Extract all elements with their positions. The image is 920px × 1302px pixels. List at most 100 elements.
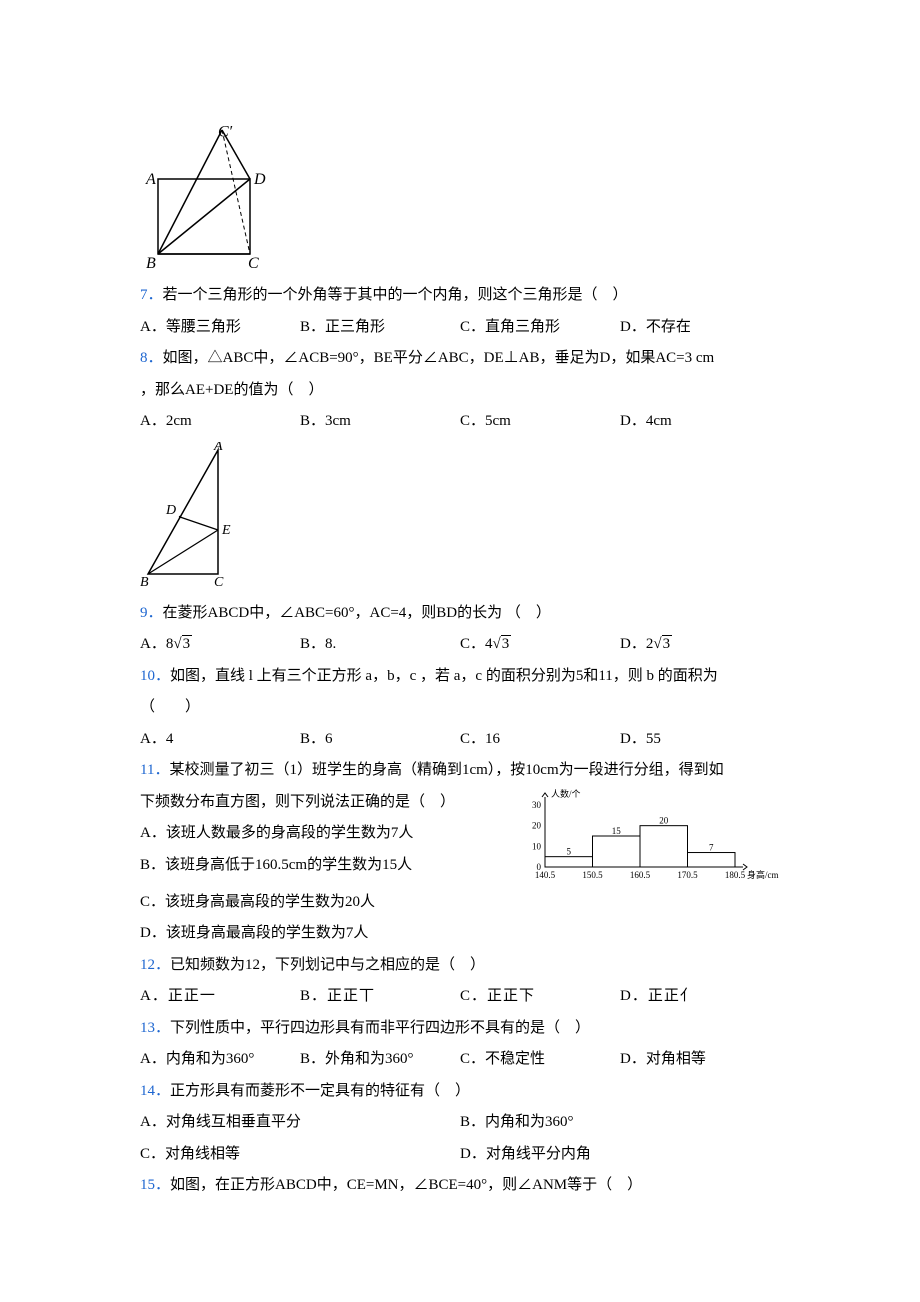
- question-11: 11．某校测量了初三（1）班学生的身高（精确到1cm），按10cm为一段进行分组…: [140, 755, 780, 787]
- sqrt-icon: √3: [173, 629, 192, 661]
- question-number: 15．: [140, 1177, 170, 1193]
- svg-text:140.5: 140.5: [535, 870, 556, 880]
- question-text: 下列性质中，平行四边形具有而非平行四边形不具有的是（ ）: [170, 1020, 590, 1036]
- option-b: B．外角和为360°: [300, 1044, 460, 1076]
- svg-text:D: D: [165, 503, 176, 518]
- option-a: A．等腰三角形: [140, 312, 300, 344]
- svg-text:B: B: [146, 255, 156, 272]
- question-number: 7．: [140, 287, 163, 303]
- svg-text:5: 5: [567, 846, 572, 856]
- question-12: 12．已知频数为12，下列划记中与之相应的是（ ）: [140, 950, 780, 982]
- option-a: A．8√3: [140, 629, 300, 661]
- svg-text:C: C: [248, 255, 259, 272]
- question-text: 如图，在正方形ABCD中，CE=MN，∠BCE=40°，则∠ANM等于（ ）: [170, 1177, 642, 1193]
- option-d: D．55: [620, 724, 780, 756]
- question-14-options-2: C．对角线相等 D．对角线平分内角: [140, 1139, 780, 1171]
- question-14: 14．正方形具有而菱形不一定具有的特征有（ ）: [140, 1076, 780, 1108]
- question-9-options: A．8√3 B．8. C．4√3 D．2√3: [140, 629, 780, 661]
- option-d: D．2√3: [620, 629, 780, 661]
- option-c: C．正正下: [460, 981, 620, 1013]
- svg-text:C: C: [214, 575, 224, 590]
- histogram-chart: 0102030人数/个515207140.5150.5160.5170.5180…: [515, 787, 780, 887]
- svg-text:150.5: 150.5: [582, 870, 603, 880]
- svg-text:15: 15: [612, 826, 622, 836]
- option-a: A．对角线互相垂直平分: [140, 1107, 460, 1139]
- question-11-body: 下频数分布直方图，则下列说法正确的是（ ） A．该班人数最多的身高段的学生数为7…: [140, 787, 780, 887]
- question-12-options: A．正正一 B．正正丅 C．正正下 D．正正⺅: [140, 981, 780, 1013]
- question-text: 在菱形ABCD中，∠ABC=60°，AC=4，则BD的长为 （ ）: [163, 605, 551, 621]
- option-c: C．直角三角形: [460, 312, 620, 344]
- option-d: D．正正⺅: [620, 981, 780, 1013]
- option-c: C．4√3: [460, 629, 620, 661]
- option-b: B．正正丅: [300, 981, 460, 1013]
- svg-text:7: 7: [709, 842, 714, 852]
- sqrt-icon: √3: [653, 629, 672, 661]
- question-number: 9．: [140, 605, 163, 621]
- question-number: 14．: [140, 1083, 170, 1099]
- option-b: B．正三角形: [300, 312, 460, 344]
- svg-text:A: A: [213, 442, 223, 454]
- svg-text:B: B: [140, 575, 149, 590]
- option-c: C．5cm: [460, 406, 620, 438]
- question-number: 13．: [140, 1020, 170, 1036]
- question-text-b: 下频数分布直方图，则下列说法正确的是（ ）: [140, 794, 455, 810]
- option-b: B．该班身高低于160.5cm的学生数为15人: [140, 857, 412, 873]
- option-a: A．2cm: [140, 406, 300, 438]
- question-14-options-1: A．对角线互相垂直平分 B．内角和为360°: [140, 1107, 780, 1139]
- option-d: D．对角线平分内角: [460, 1139, 780, 1171]
- question-9: 9．在菱形ABCD中，∠ABC=60°，AC=4，则BD的长为 （ ）: [140, 598, 780, 630]
- option-d: D．4cm: [620, 406, 780, 438]
- option-a: A．4: [140, 724, 300, 756]
- question-text-a: 如图，△ABC中，∠ACB=90°，BE平分∠ABC，DE⊥AB，垂足为D，如果…: [163, 350, 715, 366]
- svg-text:170.5: 170.5: [677, 870, 698, 880]
- svg-text:20: 20: [659, 815, 669, 825]
- question-8: 8．如图，△ABC中，∠ACB=90°，BE平分∠ABC，DE⊥AB，垂足为D，…: [140, 343, 780, 375]
- option-c: C．对角线相等: [140, 1139, 460, 1171]
- svg-text:E: E: [221, 523, 231, 538]
- option-b: B．8.: [300, 629, 460, 661]
- sqrt-icon: √3: [493, 629, 512, 661]
- option-d: D．对角相等: [620, 1044, 780, 1076]
- question-8-options: A．2cm B．3cm C．5cm D．4cm: [140, 406, 780, 438]
- svg-text:人数/个: 人数/个: [551, 788, 581, 799]
- option-a: A．内角和为360°: [140, 1044, 300, 1076]
- svg-text:180.5: 180.5: [725, 870, 746, 880]
- question-number: 8．: [140, 350, 163, 366]
- svg-text:30: 30: [532, 800, 542, 810]
- svg-text:A: A: [145, 171, 156, 188]
- option-c: C．不稳定性: [460, 1044, 620, 1076]
- question-7: 7．若一个三角形的一个外角等于其中的一个内角，则这个三角形是（ ）: [140, 280, 780, 312]
- question-15: 15．如图，在正方形ABCD中，CE=MN，∠BCE=40°，则∠ANM等于（ …: [140, 1170, 780, 1202]
- question-number: 10．: [140, 668, 170, 684]
- question-text-b: ，那么AE+DE的值为（ ）: [140, 382, 323, 398]
- option-c: C．该班身高最高段的学生数为20人: [140, 894, 375, 910]
- figure-q8: A B C D E: [140, 442, 780, 592]
- option-b: B．内角和为360°: [460, 1107, 780, 1139]
- option-a: A．正正一: [140, 981, 300, 1013]
- question-text: 正方形具有而菱形不一定具有的特征有（ ）: [170, 1083, 470, 1099]
- svg-text:C′: C′: [218, 124, 233, 140]
- question-text: 若一个三角形的一个外角等于其中的一个内角，则这个三角形是（ ）: [163, 287, 628, 303]
- svg-text:20: 20: [532, 820, 542, 830]
- option-b: B．3cm: [300, 406, 460, 438]
- option-c: C．16: [460, 724, 620, 756]
- question-number: 12．: [140, 957, 170, 973]
- question-13-options: A．内角和为360° B．外角和为360° C．不稳定性 D．对角相等: [140, 1044, 780, 1076]
- question-10-cont: （ ）: [140, 692, 780, 724]
- option-d: D．该班身高最高段的学生数为7人: [140, 925, 368, 941]
- question-text-a: 某校测量了初三（1）班学生的身高（精确到1cm），按10cm为一段进行分组，得到…: [169, 762, 723, 778]
- question-13: 13．下列性质中，平行四边形具有而非平行四边形不具有的是（ ）: [140, 1013, 780, 1045]
- question-text-b: （ ）: [140, 699, 200, 715]
- question-10: 10．如图，直线 l 上有三个正方形 a，b，c ，若 a，c 的面积分别为5和…: [140, 661, 780, 693]
- question-10-options: A．4 B．6 C．16 D．55: [140, 724, 780, 756]
- question-number: 11．: [140, 762, 169, 778]
- option-b: B．6: [300, 724, 460, 756]
- question-7-options: A．等腰三角形 B．正三角形 C．直角三角形 D．不存在: [140, 312, 780, 344]
- figure-q6: A D B C C′: [140, 124, 780, 274]
- svg-text:身高/cm: 身高/cm: [747, 869, 779, 880]
- question-text: 已知频数为12，下列划记中与之相应的是（ ）: [170, 957, 485, 973]
- option-d: D．不存在: [620, 312, 780, 344]
- question-8-cont: ，那么AE+DE的值为（ ）: [140, 375, 780, 407]
- svg-text:10: 10: [532, 841, 542, 851]
- option-a: A．该班人数最多的身高段的学生数为7人: [140, 825, 413, 841]
